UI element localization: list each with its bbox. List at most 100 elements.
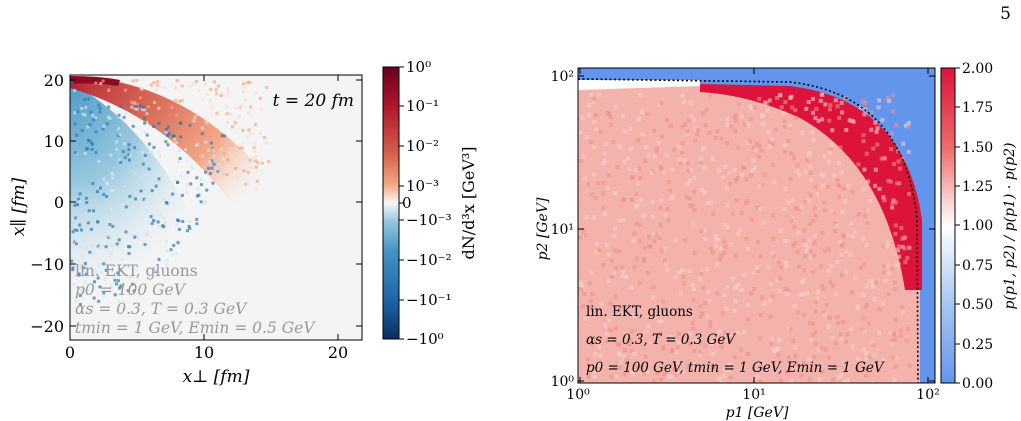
heatmap-noise-cell (654, 233, 659, 238)
heatmap-noise-cell (792, 155, 797, 160)
heatmap-noise-cell (78, 192, 82, 196)
heatmap-noise-cell (850, 190, 855, 195)
heatmap-noise-cell (143, 153, 147, 157)
heatmap-noise-cell (755, 375, 760, 380)
heatmap-noise-cell (850, 344, 855, 349)
heatmap-noise-cell (166, 125, 170, 129)
heatmap-noise-cell (127, 143, 131, 147)
heatmap-noise-cell (73, 89, 77, 93)
heatmap-noise-cell (127, 158, 131, 162)
heatmap-noise-cell (808, 170, 813, 175)
heatmap-noise-cell (83, 113, 87, 117)
heatmap-noise-cell (99, 186, 102, 190)
heatmap-noise-cell (173, 86, 177, 90)
heatmap-noise-cell (192, 119, 196, 123)
heatmap-noise-cell (82, 239, 86, 243)
heatmap-noise-cell (811, 138, 816, 143)
heatmap-noise-cell (174, 179, 177, 183)
heatmap-noise-cell (793, 108, 798, 113)
heatmap-noise-cell (670, 167, 675, 172)
heatmap-noise-cell (710, 250, 715, 255)
heatmap-noise-cell (608, 301, 613, 306)
heatmap-noise-cell (99, 271, 103, 275)
heatmap-noise-cell (864, 302, 869, 307)
heatmap-noise-cell (906, 124, 911, 129)
heatmap-noise-cell (686, 365, 691, 370)
heatmap-noise-cell (157, 177, 161, 181)
heatmap-noise-cell (838, 145, 843, 150)
heatmap-noise-cell (72, 283, 76, 287)
heatmap-noise-cell (820, 283, 824, 288)
heatmap-noise-cell (178, 99, 181, 103)
heatmap-noise-cell (609, 258, 614, 263)
heatmap-noise-cell (864, 351, 869, 356)
heatmap-noise-cell (96, 244, 100, 248)
heatmap-noise-cell (890, 93, 895, 98)
heatmap-noise-cell (635, 256, 639, 261)
heatmap-noise-cell (803, 200, 808, 204)
heatmap-noise-cell (813, 342, 818, 346)
heatmap-noise-cell (863, 367, 868, 372)
heatmap-noise-cell (90, 141, 94, 145)
heatmap-noise-cell (813, 116, 818, 121)
heatmap-noise-cell (244, 156, 248, 160)
heatmap-noise-cell (139, 86, 143, 90)
heatmap-noise-cell (586, 357, 591, 362)
heatmap-noise-cell (689, 114, 694, 119)
heatmap-noise-cell (786, 288, 791, 293)
heatmap-noise-cell (234, 106, 238, 110)
heatmap-noise-cell (863, 305, 868, 310)
heatmap-noise-cell (175, 113, 179, 117)
heatmap-noise-cell (749, 291, 754, 296)
heatmap-noise-cell (741, 166, 746, 170)
heatmap-noise-cell (812, 355, 817, 360)
heatmap-noise-cell (892, 333, 896, 337)
heatmap-noise-cell (804, 158, 809, 163)
left-y-tick-label: 20 (44, 71, 64, 90)
heatmap-noise-cell (828, 365, 833, 370)
heatmap-noise-cell (650, 214, 655, 219)
heatmap-noise-cell (259, 107, 263, 111)
heatmap-noise-cell (701, 147, 706, 152)
heatmap-noise-cell (178, 157, 182, 160)
heatmap-noise-cell (73, 151, 77, 155)
heatmap-noise-cell (708, 320, 713, 325)
heatmap-noise-cell (99, 82, 103, 86)
heatmap-noise-cell (676, 340, 681, 345)
left-x-axis-label: x⊥ [fm] (183, 367, 250, 387)
heatmap-noise-cell (834, 341, 839, 346)
heatmap-noise-cell (789, 379, 794, 383)
heatmap-noise-cell (815, 192, 820, 197)
heatmap-noise-cell (79, 293, 82, 297)
heatmap-noise-cell (682, 281, 686, 286)
heatmap-noise-cell (812, 253, 816, 258)
heatmap-noise-cell (227, 91, 231, 95)
heatmap-noise-cell (819, 172, 824, 177)
heatmap-noise-cell (78, 265, 82, 269)
heatmap-noise-cell (899, 328, 904, 333)
heatmap-noise-cell (108, 223, 112, 226)
heatmap-noise-cell (796, 310, 801, 315)
heatmap-noise-cell (608, 338, 613, 343)
heatmap-noise-cell (678, 291, 683, 296)
heatmap-noise-cell (707, 299, 712, 304)
heatmap-noise-cell (242, 90, 245, 94)
heatmap-noise-cell (760, 122, 765, 126)
heatmap-noise-cell (591, 145, 596, 150)
right-x-axis-label: p1 [GeV] (726, 405, 789, 421)
heatmap-noise-cell (831, 377, 836, 382)
heatmap-noise-cell (861, 187, 866, 192)
right-colorbar-tick-label: 2.00 (962, 61, 993, 77)
heatmap-noise-cell (749, 106, 753, 111)
heatmap-noise-cell (733, 129, 738, 134)
heatmap-noise-cell (820, 230, 825, 235)
right-colorbar (940, 67, 956, 384)
heatmap-noise-cell (783, 100, 788, 104)
heatmap-noise-cell (862, 329, 867, 334)
heatmap-noise-cell (681, 274, 686, 279)
heatmap-noise-cell (820, 369, 825, 374)
heatmap-noise-cell (617, 353, 622, 358)
heatmap-noise-cell (242, 82, 245, 86)
heatmap-noise-cell (880, 118, 885, 123)
heatmap-noise-cell (892, 280, 897, 285)
